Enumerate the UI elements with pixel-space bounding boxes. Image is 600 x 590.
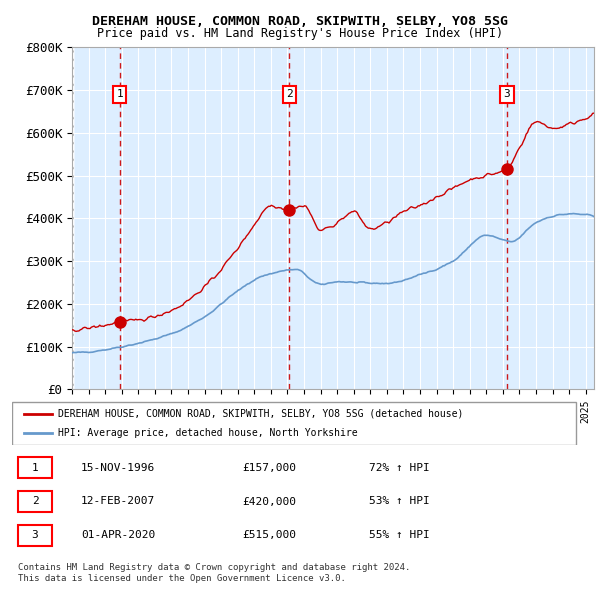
Text: 2: 2 [286, 89, 293, 99]
Text: 01-APR-2020: 01-APR-2020 [81, 530, 155, 540]
Bar [72, 47, 76, 389]
Text: £515,000: £515,000 [242, 530, 296, 540]
Text: DEREHAM HOUSE, COMMON ROAD, SKIPWITH, SELBY, YO8 5SG: DEREHAM HOUSE, COMMON ROAD, SKIPWITH, SE… [92, 15, 508, 28]
Text: £420,000: £420,000 [242, 497, 296, 506]
Text: Price paid vs. HM Land Registry's House Price Index (HPI): Price paid vs. HM Land Registry's House … [97, 27, 503, 40]
Text: 55% ↑ HPI: 55% ↑ HPI [369, 530, 430, 540]
Text: 53% ↑ HPI: 53% ↑ HPI [369, 497, 430, 506]
Text: 72% ↑ HPI: 72% ↑ HPI [369, 463, 430, 473]
Text: 1: 1 [116, 89, 123, 99]
Text: 3: 3 [32, 530, 38, 540]
Text: 1: 1 [32, 463, 38, 473]
FancyBboxPatch shape [12, 402, 577, 445]
Text: 12-FEB-2007: 12-FEB-2007 [81, 497, 155, 506]
Text: 15-NOV-1996: 15-NOV-1996 [81, 463, 155, 473]
FancyBboxPatch shape [18, 457, 52, 478]
FancyBboxPatch shape [18, 491, 52, 512]
Text: 3: 3 [503, 89, 511, 99]
FancyBboxPatch shape [18, 525, 52, 546]
Text: £157,000: £157,000 [242, 463, 296, 473]
Text: DEREHAM HOUSE, COMMON ROAD, SKIPWITH, SELBY, YO8 5SG (detached house): DEREHAM HOUSE, COMMON ROAD, SKIPWITH, SE… [58, 409, 463, 418]
Text: Contains HM Land Registry data © Crown copyright and database right 2024.
This d: Contains HM Land Registry data © Crown c… [18, 563, 410, 583]
Text: 2: 2 [32, 497, 38, 506]
Text: HPI: Average price, detached house, North Yorkshire: HPI: Average price, detached house, Nort… [58, 428, 358, 438]
Bar [72, 47, 74, 389]
